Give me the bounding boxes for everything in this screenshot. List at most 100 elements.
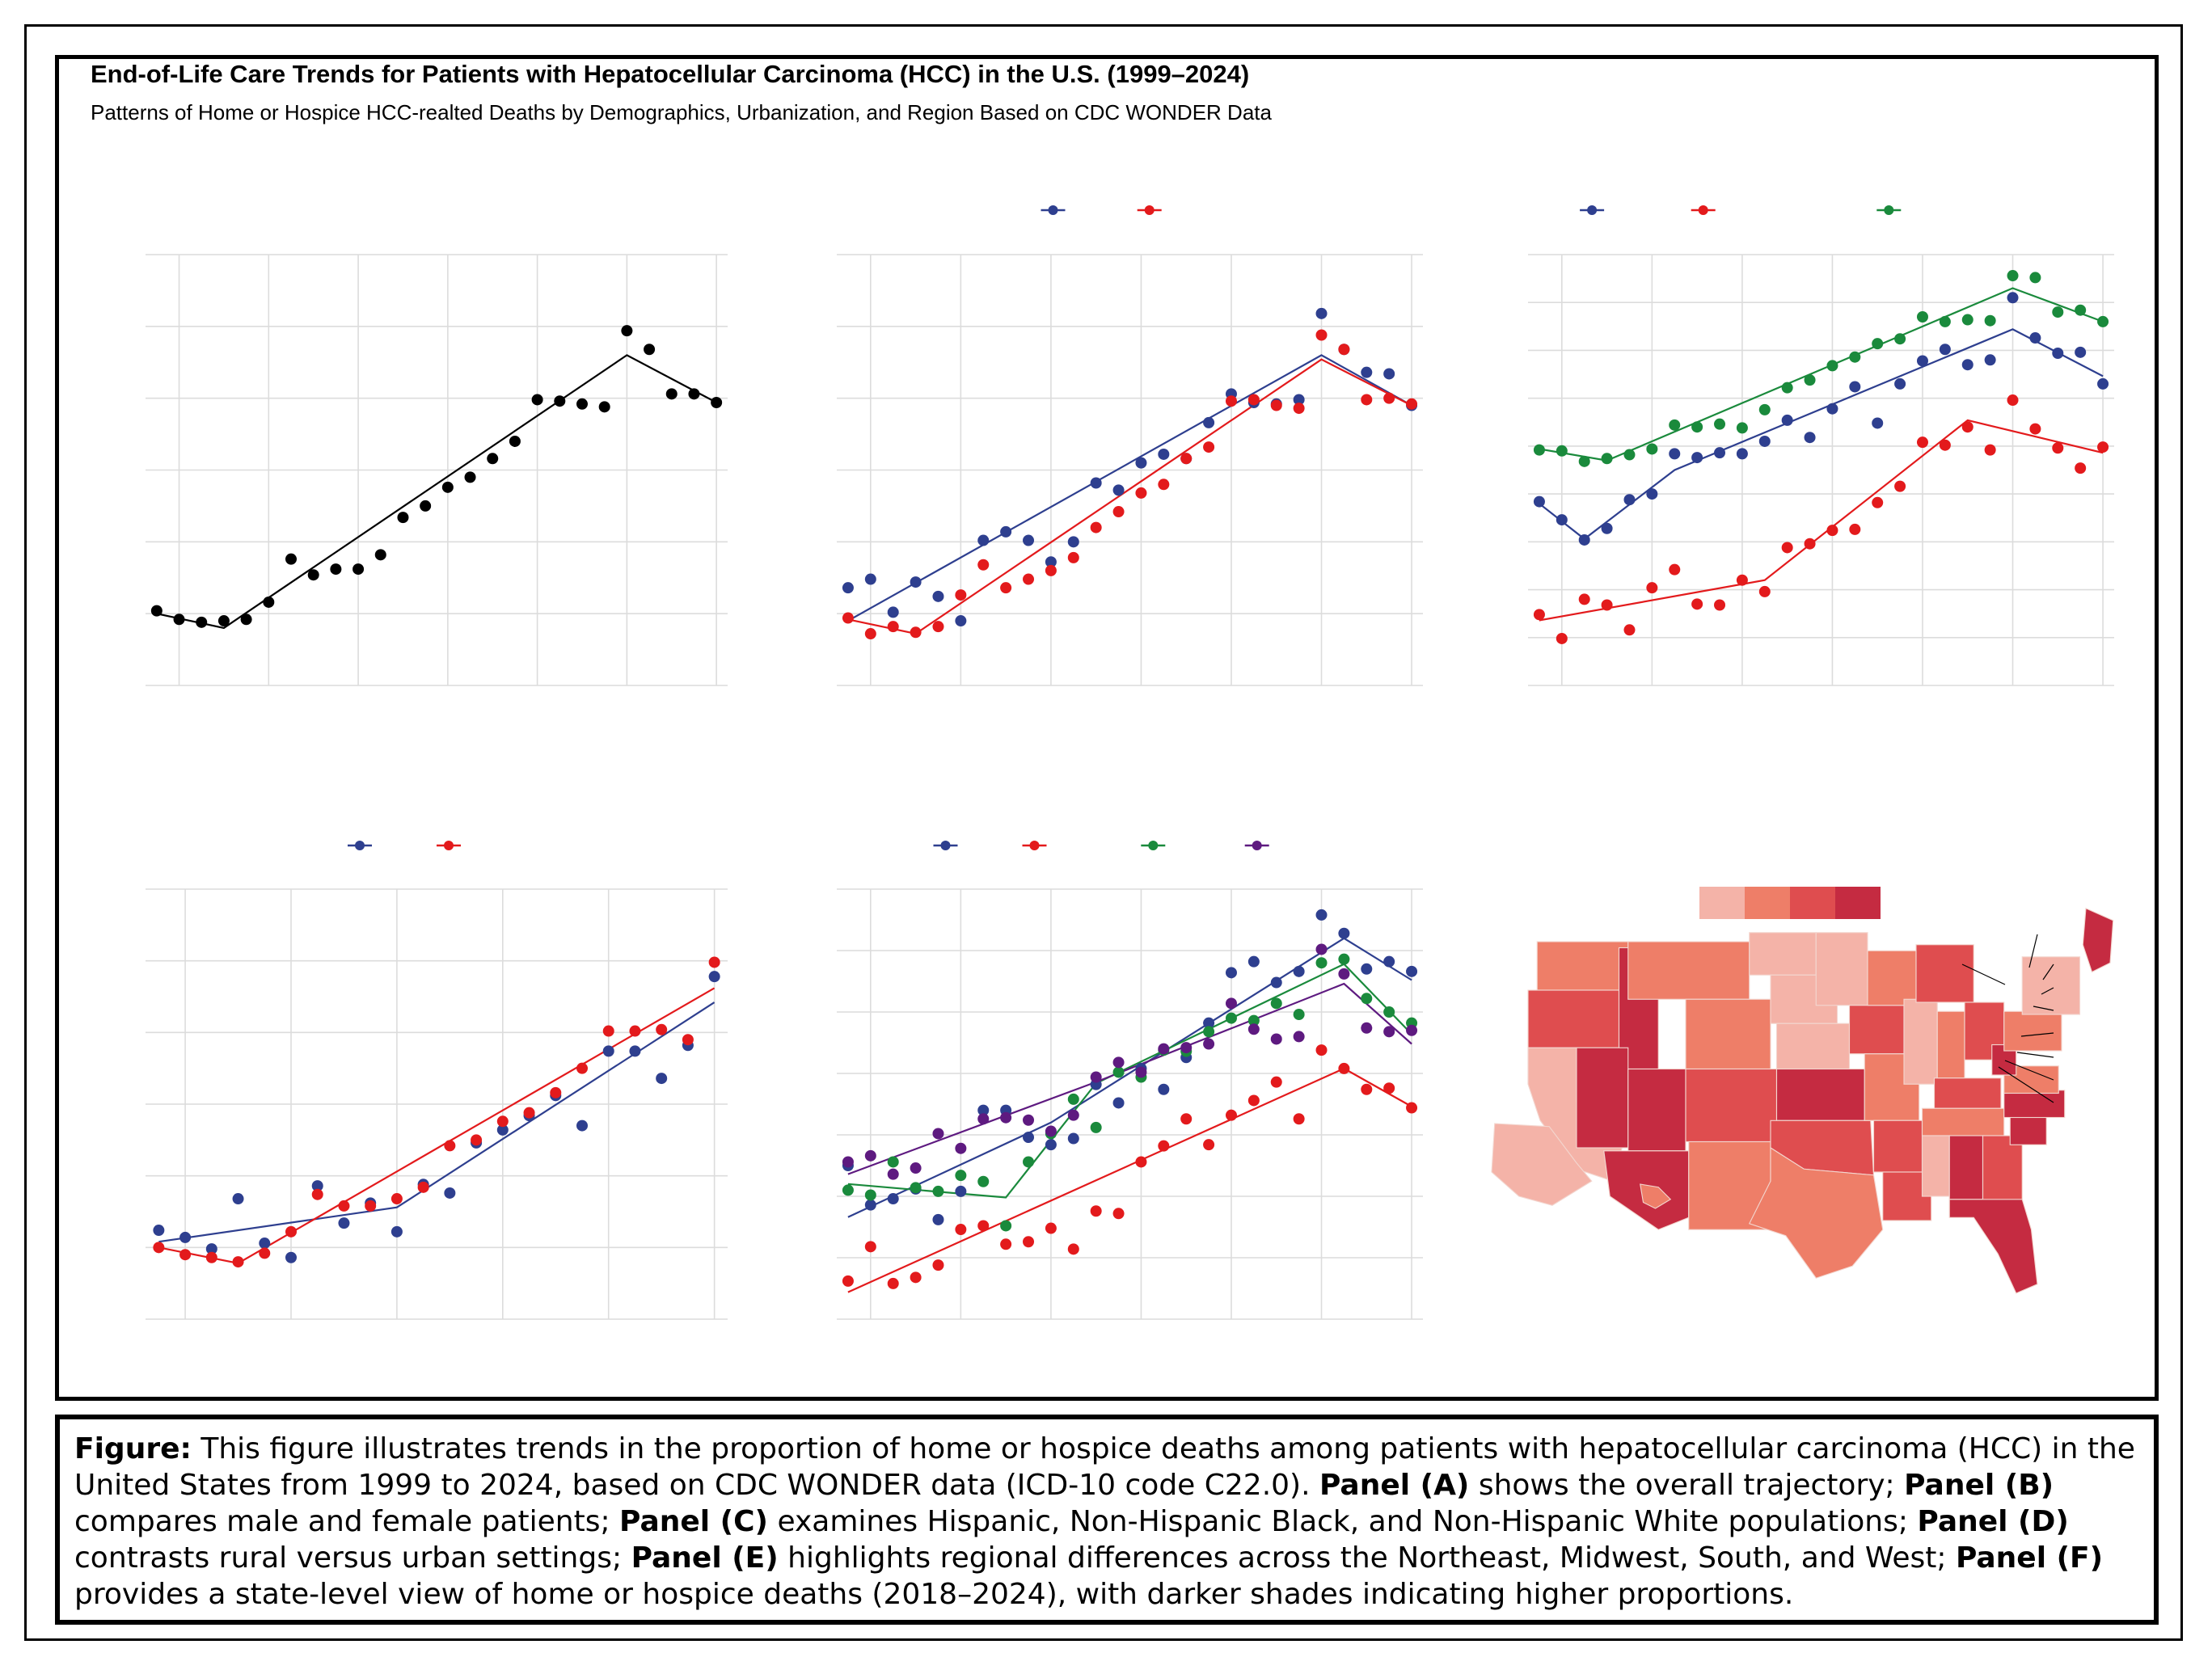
legend-item: [1141, 841, 1166, 850]
data-point: [1383, 1082, 1395, 1094]
data-point: [1315, 329, 1328, 341]
data-point: [1023, 1132, 1035, 1144]
state-shape: [1982, 1135, 2023, 1204]
data-point: [1315, 957, 1328, 969]
data-point: [887, 606, 899, 618]
data-point: [1383, 955, 1395, 968]
map-legend-swatch: [1745, 887, 1790, 919]
data-point: [1158, 1043, 1170, 1055]
data-point: [1736, 422, 1748, 434]
data-point: [1623, 624, 1636, 636]
state-al: [1948, 1135, 1984, 1200]
caption-text: contrasts rural versus urban settings;: [74, 1541, 631, 1575]
data-point: [496, 1124, 509, 1136]
data-point: [1112, 1056, 1125, 1069]
data-point: [842, 1275, 854, 1287]
data-point: [1293, 394, 1305, 406]
caption-text: compares male and female patients;: [74, 1505, 620, 1538]
data-point: [1247, 955, 1260, 968]
data-point: [1781, 414, 1793, 426]
data-point: [1090, 1205, 1102, 1217]
data-point: [1135, 1066, 1147, 1078]
caption-bold: Panel (E): [631, 1541, 779, 1575]
data-point: [656, 1023, 668, 1035]
data-point: [1406, 965, 1418, 977]
legend-item: [1876, 205, 1902, 215]
state-wa: [1536, 941, 1629, 991]
data-point: [1225, 1109, 1237, 1121]
data-point: [1758, 435, 1771, 447]
state-shape: [1948, 1199, 2038, 1294]
data-point: [2007, 270, 2019, 282]
callout-leader: [2033, 1006, 2054, 1011]
data-point: [1646, 582, 1658, 594]
callout-dc: [1998, 1066, 2054, 1103]
data-point: [576, 1120, 588, 1132]
data-point: [1293, 965, 1305, 977]
data-point: [842, 582, 854, 594]
data-point: [977, 534, 990, 546]
legend-item: [348, 841, 372, 850]
data-point: [1984, 314, 1996, 327]
data-point: [1045, 1139, 1057, 1151]
callout-ri: [2041, 987, 2054, 995]
state-ky: [1933, 1077, 2002, 1109]
data-point: [955, 1185, 967, 1197]
data-point: [153, 1242, 165, 1254]
figure-frame: [55, 55, 2159, 1401]
state-me: [2082, 907, 2114, 973]
legend-marker: [1148, 841, 1159, 850]
data-point: [629, 1045, 641, 1057]
data-point: [1338, 1062, 1350, 1074]
data-point: [487, 453, 499, 465]
caption-text: This figure illustrates trends in the pr…: [74, 1432, 2135, 1502]
data-point: [1916, 436, 1928, 449]
data-point: [1045, 1125, 1057, 1137]
data-point: [1338, 953, 1350, 965]
data-point: [1961, 359, 1973, 371]
data-point: [1045, 1222, 1057, 1234]
state-nc: [2003, 1090, 2066, 1119]
data-point: [1383, 1006, 1395, 1018]
state-mi: [1915, 944, 1974, 1003]
data-point: [887, 1193, 899, 1205]
data-point: [307, 569, 319, 581]
data-point: [1090, 477, 1102, 489]
data-point: [523, 1107, 535, 1119]
data-point: [1338, 968, 1350, 980]
state-ga: [1982, 1135, 2023, 1204]
data-point: [1758, 403, 1771, 415]
state-shape: [1921, 1135, 1950, 1197]
data-point: [644, 344, 656, 356]
data-point: [1872, 338, 1884, 350]
data-point: [232, 1256, 244, 1268]
legend-marker: [1029, 841, 1040, 850]
legend-item: [1580, 205, 1605, 215]
state-shape: [2003, 1090, 2066, 1119]
data-point: [471, 1134, 483, 1146]
data-point: [932, 621, 944, 633]
data-point: [1135, 487, 1147, 499]
data-point: [711, 396, 723, 408]
data-point: [955, 1224, 967, 1236]
legend-marker: [1048, 205, 1058, 215]
data-point: [1000, 1238, 1012, 1250]
data-point: [1578, 593, 1590, 605]
data-point: [1714, 418, 1726, 430]
data-point: [1158, 479, 1170, 491]
data-point: [1000, 525, 1012, 538]
state-shape: [2021, 956, 2081, 1015]
chart-panel-a: [146, 254, 728, 686]
data-point: [1293, 1031, 1305, 1043]
state-shape: [1775, 1023, 1851, 1070]
data-point: [1203, 1017, 1215, 1029]
data-point: [1180, 453, 1193, 465]
state-hi: [1640, 1183, 1672, 1209]
data-point: [1045, 556, 1057, 568]
data-point: [1023, 1236, 1035, 1248]
trend-line-hispanic: [1539, 328, 2104, 541]
trend-line-west: [847, 982, 1412, 1175]
data-point: [338, 1200, 350, 1212]
trend-line-non-hispanic-black: [1539, 419, 2104, 622]
data-point: [496, 1115, 509, 1128]
